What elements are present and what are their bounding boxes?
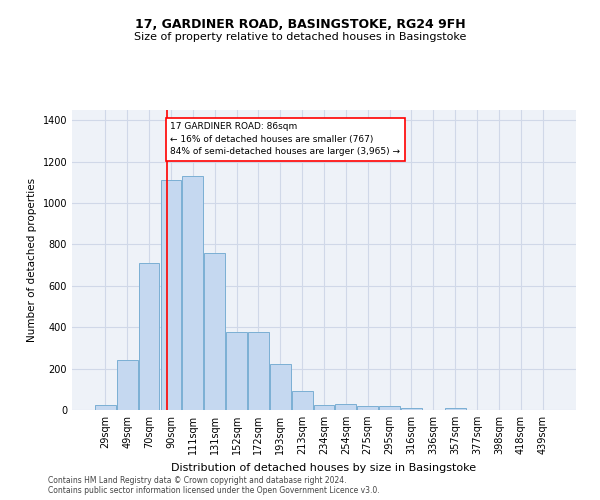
Bar [182,176,203,410]
Bar [401,408,422,410]
Text: Size of property relative to detached houses in Basingstoke: Size of property relative to detached ho… [134,32,466,42]
Bar [314,405,334,410]
Bar [95,405,116,410]
Bar [379,406,400,410]
Bar [226,332,247,410]
Text: Contains public sector information licensed under the Open Government Licence v3: Contains public sector information licen… [48,486,380,495]
Text: 17 GARDINER ROAD: 86sqm
← 16% of detached houses are smaller (767)
84% of semi-d: 17 GARDINER ROAD: 86sqm ← 16% of detache… [170,122,400,156]
Y-axis label: Number of detached properties: Number of detached properties [27,178,37,342]
X-axis label: Distribution of detached houses by size in Basingstoke: Distribution of detached houses by size … [172,462,476,472]
Bar [117,360,137,410]
Text: 17, GARDINER ROAD, BASINGSTOKE, RG24 9FH: 17, GARDINER ROAD, BASINGSTOKE, RG24 9FH [134,18,466,30]
Text: Contains HM Land Registry data © Crown copyright and database right 2024.: Contains HM Land Registry data © Crown c… [48,476,347,485]
Bar [139,263,160,410]
Bar [335,404,356,410]
Bar [358,406,378,410]
Bar [204,253,225,410]
Bar [248,332,269,410]
Bar [161,180,181,410]
Bar [292,392,313,410]
Bar [270,364,290,410]
Bar [445,408,466,410]
